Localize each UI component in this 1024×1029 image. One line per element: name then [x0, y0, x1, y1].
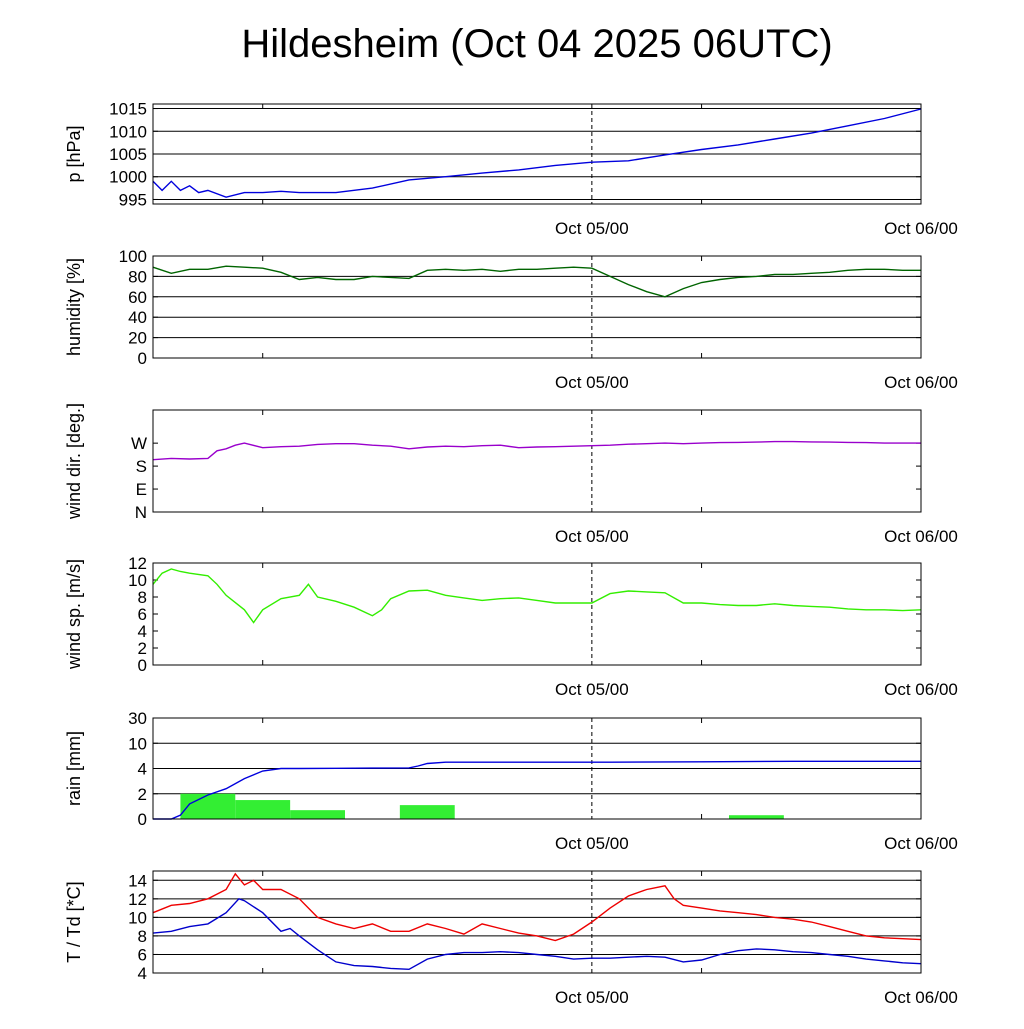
x-tick-label: Oct 05/00: [555, 373, 629, 392]
rain-bar: [399, 805, 455, 819]
y-tick-label: 2: [138, 785, 147, 804]
y-tick-label: 1000: [109, 168, 147, 187]
plot-frame: [152, 717, 922, 820]
series-line-p1: [152, 265, 921, 298]
y-tick-label: 20: [128, 329, 147, 348]
plot-frame: [152, 562, 922, 666]
y-tick-label: 995: [119, 190, 147, 209]
y-tick-label: 1005: [109, 145, 147, 164]
y-axis-label: humidity [%]: [64, 258, 84, 356]
y-tick-label: 4: [138, 964, 147, 983]
series-line-p3: [152, 568, 922, 624]
series-line-total: [153, 760, 921, 820]
y-axis-label: T / Td [*C]: [64, 881, 84, 962]
x-tick-label: Oct 06/00: [884, 834, 958, 853]
x-tick-label: Oct 06/00: [884, 527, 958, 546]
y-tick-label: 0: [138, 349, 147, 368]
y-tick-label: 40: [128, 308, 147, 327]
rain-bar: [729, 815, 784, 819]
plot-frame: [152, 409, 922, 513]
y-tick-label: 10: [128, 734, 147, 753]
y-axis-label: wind dir. [deg.]: [64, 403, 84, 520]
series-line-p0: [152, 108, 922, 198]
x-tick-label: Oct 06/00: [884, 680, 958, 699]
panel-4: 0 2 4 10 30 Oct 05/00 Oct 06/00 rain [mm]: [64, 709, 958, 853]
x-tick-label: Oct 05/00: [555, 834, 629, 853]
y-tick-label: E: [136, 480, 147, 499]
y-tick-label: 6: [138, 605, 147, 624]
y-tick-label: S: [136, 457, 147, 476]
x-tick-label: Oct 05/00: [555, 680, 629, 699]
y-tick-label: 80: [128, 267, 147, 286]
y-tick-label: 1010: [109, 122, 147, 141]
x-tick-label: Oct 06/00: [884, 988, 958, 1007]
plot-frame: [152, 255, 922, 359]
series-line-T: [152, 872, 922, 942]
y-tick-label: W: [131, 434, 147, 453]
series-line-p2: [152, 440, 921, 461]
chart-title: Hildesheim (Oct 04 2025 06UTC): [241, 22, 833, 66]
y-tick-label: 8: [138, 927, 147, 946]
x-tick-label: Oct 05/00: [555, 219, 629, 238]
y-tick-label: 0: [138, 810, 147, 829]
y-tick-label: 1015: [109, 100, 147, 119]
y-tick-label: 60: [128, 288, 147, 307]
y-axis-label: p [hPa]: [64, 125, 84, 182]
x-tick-label: Oct 06/00: [884, 219, 958, 238]
y-tick-label: 6: [138, 945, 147, 964]
y-tick-label: 0: [138, 656, 147, 675]
y-tick-label: 10: [128, 908, 147, 927]
y-tick-label: 12: [128, 890, 147, 909]
x-tick-label: Oct 05/00: [555, 988, 629, 1007]
plot-frame: [152, 103, 922, 205]
y-tick-label: 2: [138, 639, 147, 658]
y-tick-label: 30: [128, 709, 147, 728]
y-tick-label: N: [135, 503, 147, 522]
y-tick-label: 12: [128, 554, 147, 573]
series-line-Td: [152, 897, 922, 971]
y-axis-label: wind sp. [m/s]: [64, 559, 84, 670]
rain-bar: [290, 810, 345, 819]
panel-0: 995 1000 1005 1010 1015 Oct 05/00 Oct 06/00 p […: [64, 100, 958, 238]
x-tick-label: Oct 06/00: [884, 373, 958, 392]
rain-bar: [235, 800, 291, 819]
y-tick-label: 100: [119, 247, 147, 266]
y-tick-label: 4: [138, 760, 147, 779]
x-tick-label: Oct 05/00: [555, 527, 629, 546]
y-tick-label: 14: [128, 871, 147, 890]
rain-bar: [180, 793, 236, 819]
y-tick-label: 8: [138, 588, 147, 607]
y-axis-label: rain [mm]: [64, 731, 84, 806]
plot-frame: [152, 870, 922, 974]
y-tick-label: 10: [128, 571, 147, 590]
y-tick-label: 4: [138, 622, 147, 641]
